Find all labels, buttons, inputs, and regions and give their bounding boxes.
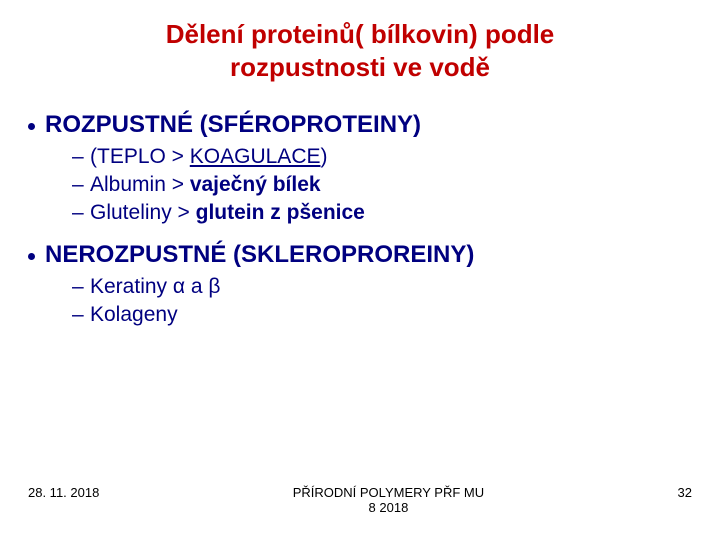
dash-icon: – [72, 275, 90, 299]
list-item-pre: (TEPLO > [90, 145, 190, 168]
bullet-dot-icon [28, 123, 35, 130]
dash-icon: – [72, 201, 90, 225]
section-heading: NEROZPUSTNÉ (SKLEROPROREINY) [45, 241, 474, 269]
title-line-2: rozpustnosti ve vodě [230, 52, 490, 82]
dash-icon: – [72, 303, 90, 327]
slide-content: ROZPUSTNÉ (SFÉROPROTEINY)–(TEPLO > KOAGU… [28, 111, 692, 327]
slide-title: Dělení proteinů( bílkovin) podle rozpust… [28, 18, 692, 83]
list-item: –Gluteliny > glutein z pšenice [72, 201, 692, 225]
sublist: –Keratiny α a β–Kolageny [72, 275, 692, 327]
footer-date: 28. 11. 2018 [28, 485, 99, 500]
dash-icon: – [72, 173, 90, 197]
dash-icon: – [72, 145, 90, 169]
list-item-pre: Albumin > [90, 173, 190, 196]
list-item-pre: Keratiny α a β [90, 275, 220, 298]
heading-bullet: ROZPUSTNÉ (SFÉROPROTEINY) [28, 111, 692, 139]
list-item-underlined: KOAGULACE [190, 145, 321, 168]
list-item-pre: Kolageny [90, 303, 178, 326]
section-heading: ROZPUSTNÉ (SFÉROPROTEINY) [45, 111, 421, 139]
list-item-pre: Gluteliny > [90, 201, 196, 224]
list-item-post: ) [321, 145, 328, 168]
slide-footer: 28. 11. 2018 PŘÍRODNÍ POLYMERY PŘF MU 8 … [0, 485, 720, 516]
footer-center-line1: PŘÍRODNÍ POLYMERY PŘF MU [293, 485, 484, 500]
sublist: –(TEPLO > KOAGULACE)–Albumin > vaječný b… [72, 145, 692, 225]
list-item-bold: vaječný bílek [190, 173, 321, 196]
list-item-bold: glutein z pšenice [196, 201, 365, 224]
footer-center-line2: 8 2018 [369, 500, 409, 515]
list-item: –Keratiny α a β [72, 275, 692, 299]
slide: Dělení proteinů( bílkovin) podle rozpust… [0, 0, 720, 540]
list-item: –Kolageny [72, 303, 692, 327]
footer-center: PŘÍRODNÍ POLYMERY PŘF MU 8 2018 [99, 485, 677, 516]
heading-bullet: NEROZPUSTNÉ (SKLEROPROREINY) [28, 241, 692, 269]
footer-page-number: 32 [678, 485, 692, 500]
list-item: –Albumin > vaječný bílek [72, 173, 692, 197]
title-line-1: Dělení proteinů( bílkovin) podle [166, 19, 555, 49]
list-item: –(TEPLO > KOAGULACE) [72, 145, 692, 169]
bullet-dot-icon [28, 253, 35, 260]
